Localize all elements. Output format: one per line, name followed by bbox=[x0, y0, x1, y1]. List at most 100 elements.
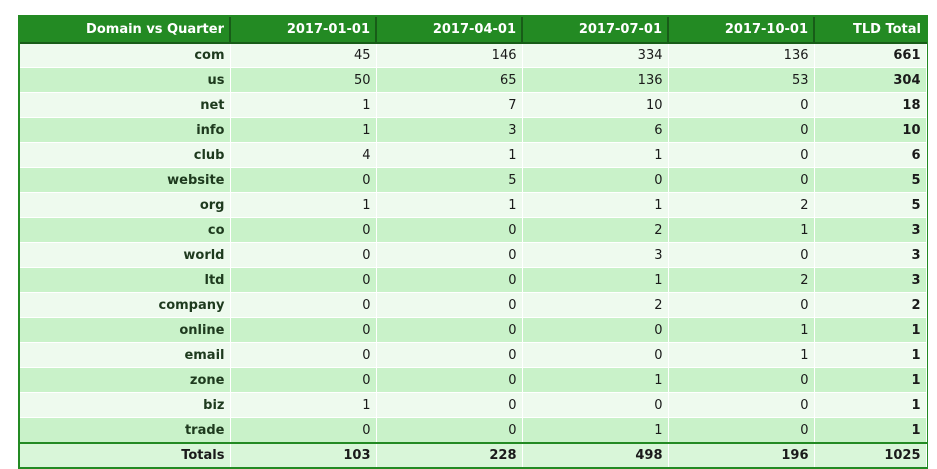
column-header-q2: 2017-04-01 bbox=[376, 17, 523, 44]
table-row: world 0 0 3 0 3 bbox=[20, 242, 927, 268]
quarter-cell: 1 bbox=[668, 342, 815, 368]
totals-label: Totals bbox=[20, 442, 231, 467]
tld-total-cell: 10 bbox=[814, 117, 927, 143]
quarter-cell: 0 bbox=[376, 267, 523, 293]
quarter-cell: 0 bbox=[522, 167, 669, 193]
row-header-tld: net bbox=[20, 92, 231, 118]
quarter-cell: 2 bbox=[522, 292, 669, 318]
row-header-tld: org bbox=[20, 192, 231, 218]
quarter-cell: 4 bbox=[230, 142, 377, 168]
tld-total-cell: 2 bbox=[814, 292, 927, 318]
quarter-cell: 0 bbox=[376, 342, 523, 368]
quarter-cell: 0 bbox=[668, 417, 815, 443]
tld-total-cell: 304 bbox=[814, 67, 927, 93]
table-row: org 1 1 1 2 5 bbox=[20, 192, 927, 218]
row-header-tld: com bbox=[20, 42, 231, 68]
quarter-cell: 0 bbox=[230, 267, 377, 293]
totals-row: Totals 103 228 498 196 1025 bbox=[20, 442, 927, 467]
row-header-tld: ltd bbox=[20, 267, 231, 293]
row-header-tld: info bbox=[20, 117, 231, 143]
tld-total-cell: 1 bbox=[814, 342, 927, 368]
table-row: ltd 0 0 1 2 3 bbox=[20, 267, 927, 293]
corner-header: Domain vs Quarter bbox=[20, 17, 231, 44]
quarter-cell: 1 bbox=[522, 417, 669, 443]
quarter-cell: 1 bbox=[230, 92, 377, 118]
quarter-cell: 1 bbox=[668, 317, 815, 343]
tld-total-cell: 661 bbox=[814, 42, 927, 68]
quarter-cell: 1 bbox=[230, 392, 377, 418]
quarter-cell: 0 bbox=[522, 342, 669, 368]
row-header-tld: trade bbox=[20, 417, 231, 443]
quarter-cell: 2 bbox=[522, 217, 669, 243]
quarter-cell: 0 bbox=[522, 392, 669, 418]
quarter-cell: 2 bbox=[668, 192, 815, 218]
quarter-cell: 0 bbox=[376, 392, 523, 418]
tld-total-cell: 1 bbox=[814, 317, 927, 343]
totals-cell-q1: 103 bbox=[230, 442, 377, 467]
table-row: online 0 0 0 1 1 bbox=[20, 317, 927, 343]
tld-total-cell: 5 bbox=[814, 167, 927, 193]
tld-total-cell: 1 bbox=[814, 392, 927, 418]
row-header-tld: online bbox=[20, 317, 231, 343]
quarter-cell: 1 bbox=[522, 367, 669, 393]
quarter-cell: 53 bbox=[668, 67, 815, 93]
table-row: co 0 0 2 1 3 bbox=[20, 217, 927, 243]
quarter-cell: 0 bbox=[230, 242, 377, 268]
quarter-cell: 0 bbox=[376, 367, 523, 393]
quarter-cell: 136 bbox=[522, 67, 669, 93]
quarter-cell: 0 bbox=[376, 292, 523, 318]
header-row: Domain vs Quarter 2017-01-01 2017-04-01 … bbox=[20, 17, 926, 44]
column-header-total: TLD Total bbox=[814, 17, 926, 44]
column-header-q4: 2017-10-01 bbox=[668, 17, 815, 44]
quarter-cell: 1 bbox=[230, 192, 377, 218]
tld-total-cell: 3 bbox=[814, 217, 927, 243]
quarter-cell: 0 bbox=[230, 167, 377, 193]
table-row: biz 1 0 0 0 1 bbox=[20, 392, 927, 418]
table-row: website 0 5 0 0 5 bbox=[20, 167, 927, 193]
table-row: zone 0 0 1 0 1 bbox=[20, 367, 927, 393]
quarter-cell: 0 bbox=[668, 142, 815, 168]
row-header-tld: world bbox=[20, 242, 231, 268]
tld-total-cell: 3 bbox=[814, 242, 927, 268]
tld-total-cell: 1 bbox=[814, 367, 927, 393]
quarter-cell: 0 bbox=[230, 217, 377, 243]
quarter-cell: 0 bbox=[230, 317, 377, 343]
quarter-cell: 0 bbox=[230, 342, 377, 368]
quarter-cell: 3 bbox=[522, 242, 669, 268]
quarter-cell: 0 bbox=[668, 92, 815, 118]
row-header-tld: company bbox=[20, 292, 231, 318]
column-header-q1: 2017-01-01 bbox=[230, 17, 377, 44]
quarter-cell: 1 bbox=[668, 217, 815, 243]
quarter-cell: 0 bbox=[668, 392, 815, 418]
table-row: com 45 146 334 136 661 bbox=[20, 42, 927, 68]
totals-cell-q3: 498 bbox=[522, 442, 669, 467]
quarter-cell: 0 bbox=[230, 367, 377, 393]
row-header-tld: biz bbox=[20, 392, 231, 418]
quarter-cell: 45 bbox=[230, 42, 377, 68]
quarter-cell: 0 bbox=[376, 317, 523, 343]
quarter-cell: 1 bbox=[376, 142, 523, 168]
quarter-cell: 6 bbox=[522, 117, 669, 143]
table-row: company 0 0 2 0 2 bbox=[20, 292, 927, 318]
quarter-cell: 7 bbox=[376, 92, 523, 118]
totals-cell-q2: 228 bbox=[376, 442, 523, 467]
quarter-cell: 0 bbox=[668, 292, 815, 318]
table-row: us 50 65 136 53 304 bbox=[20, 67, 927, 93]
grand-total-cell: 1025 bbox=[814, 442, 927, 467]
row-header-tld: website bbox=[20, 167, 231, 193]
quarter-cell: 334 bbox=[522, 42, 669, 68]
quarter-cell: 1 bbox=[376, 192, 523, 218]
tld-total-cell: 18 bbox=[814, 92, 927, 118]
quarter-cell: 0 bbox=[230, 292, 377, 318]
quarter-cell: 2 bbox=[668, 267, 815, 293]
domain-quarter-table: Domain vs Quarter 2017-01-01 2017-04-01 … bbox=[20, 17, 927, 467]
quarter-cell: 65 bbox=[376, 67, 523, 93]
row-header-tld: zone bbox=[20, 367, 231, 393]
row-header-tld: co bbox=[20, 217, 231, 243]
quarter-cell: 10 bbox=[522, 92, 669, 118]
quarter-cell: 1 bbox=[522, 267, 669, 293]
table-row: email 0 0 0 1 1 bbox=[20, 342, 927, 368]
tld-total-cell: 6 bbox=[814, 142, 927, 168]
column-header-q3: 2017-07-01 bbox=[522, 17, 669, 44]
quarter-cell: 5 bbox=[376, 167, 523, 193]
